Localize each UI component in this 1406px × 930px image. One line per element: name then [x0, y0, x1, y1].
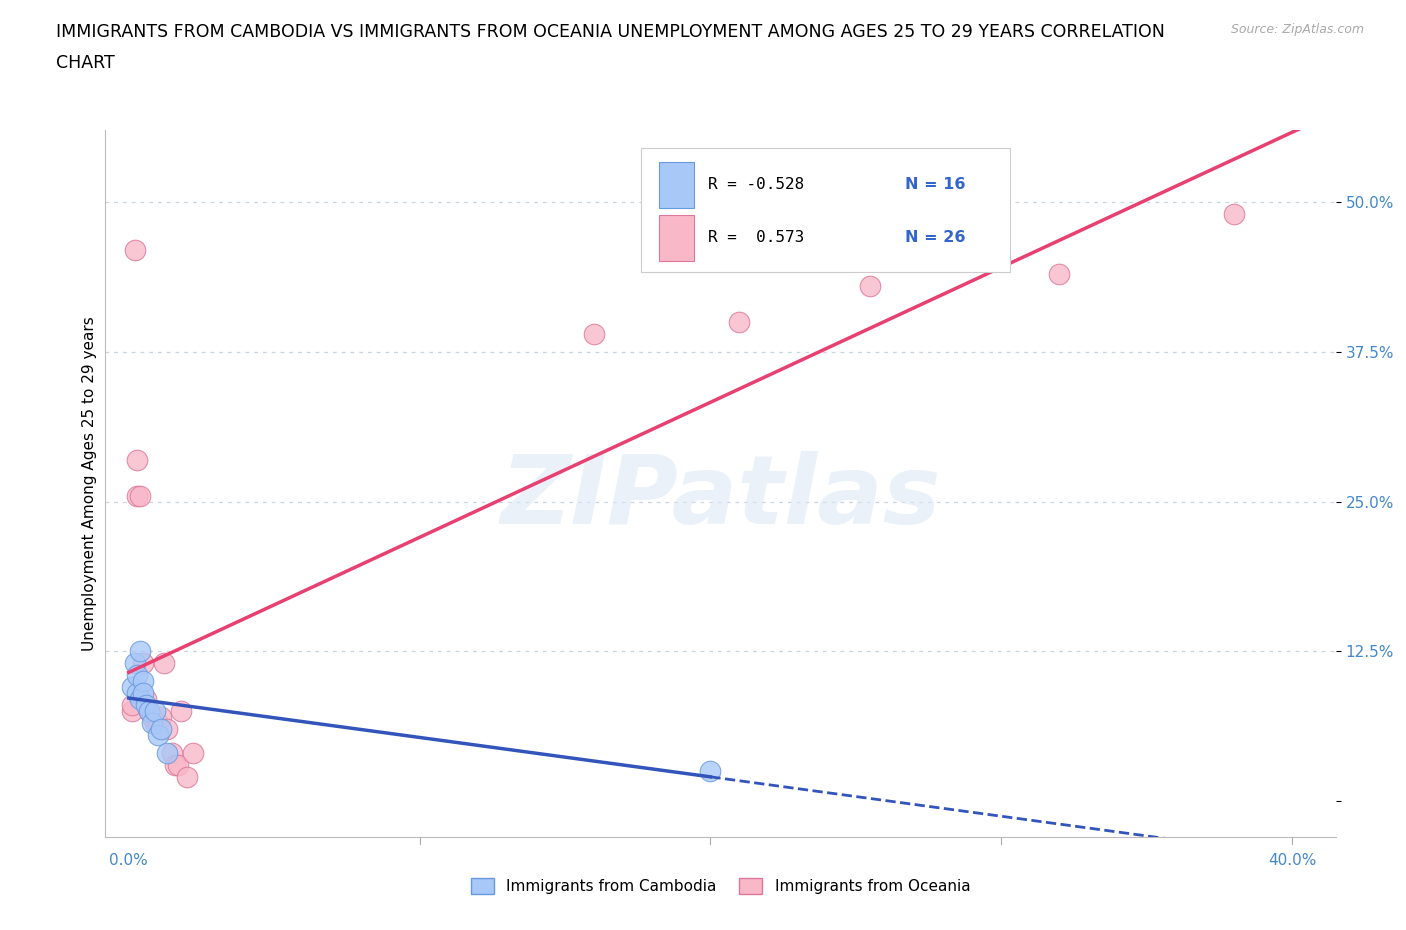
- Point: [728, 314, 751, 329]
- Point: [141, 716, 163, 731]
- Point: [143, 716, 166, 731]
- Point: [129, 692, 152, 707]
- Text: R = -0.528: R = -0.528: [709, 177, 804, 193]
- Point: [124, 656, 146, 671]
- Point: [135, 698, 157, 712]
- Text: 40.0%: 40.0%: [1268, 853, 1316, 868]
- Point: [167, 758, 190, 773]
- Point: [138, 704, 160, 719]
- Point: [181, 746, 204, 761]
- Bar: [659, 215, 693, 260]
- Point: [152, 656, 174, 671]
- Point: [162, 746, 184, 761]
- Point: [121, 704, 143, 719]
- Text: IMMIGRANTS FROM CAMBODIA VS IMMIGRANTS FROM OCEANIA UNEMPLOYMENT AMONG AGES 25 T: IMMIGRANTS FROM CAMBODIA VS IMMIGRANTS F…: [56, 23, 1166, 41]
- Point: [132, 685, 155, 700]
- Text: N = 16: N = 16: [905, 177, 966, 193]
- Point: [146, 728, 169, 743]
- Y-axis label: Unemployment Among Ages 25 to 29 years: Unemployment Among Ages 25 to 29 years: [82, 316, 97, 651]
- Point: [141, 710, 163, 724]
- Text: N = 26: N = 26: [905, 230, 966, 246]
- Point: [699, 764, 721, 778]
- Point: [583, 326, 606, 341]
- Point: [127, 668, 149, 683]
- Text: ZIPatlas: ZIPatlas: [501, 451, 941, 544]
- Bar: [659, 162, 693, 207]
- Text: 0.0%: 0.0%: [110, 853, 148, 868]
- Point: [121, 698, 143, 712]
- Point: [127, 452, 149, 467]
- Point: [149, 710, 172, 724]
- Point: [121, 680, 143, 695]
- Point: [149, 722, 172, 737]
- Point: [129, 644, 152, 658]
- Point: [132, 656, 155, 671]
- Point: [135, 692, 157, 707]
- Point: [155, 746, 177, 761]
- Point: [155, 722, 177, 737]
- Point: [124, 243, 146, 258]
- Point: [146, 716, 169, 731]
- Bar: [641, 148, 1010, 272]
- Point: [1047, 267, 1070, 282]
- Point: [176, 770, 198, 785]
- Text: R =  0.573: R = 0.573: [709, 230, 804, 246]
- Point: [859, 278, 882, 293]
- Point: [165, 758, 187, 773]
- Point: [143, 704, 166, 719]
- Point: [170, 704, 193, 719]
- Text: CHART: CHART: [56, 54, 115, 72]
- Point: [127, 488, 149, 503]
- Legend: Immigrants from Cambodia, Immigrants from Oceania: Immigrants from Cambodia, Immigrants fro…: [465, 871, 976, 900]
- Point: [127, 685, 149, 700]
- Point: [129, 488, 152, 503]
- Text: Source: ZipAtlas.com: Source: ZipAtlas.com: [1230, 23, 1364, 36]
- Point: [138, 704, 160, 719]
- Point: [1223, 206, 1246, 221]
- Point: [132, 674, 155, 689]
